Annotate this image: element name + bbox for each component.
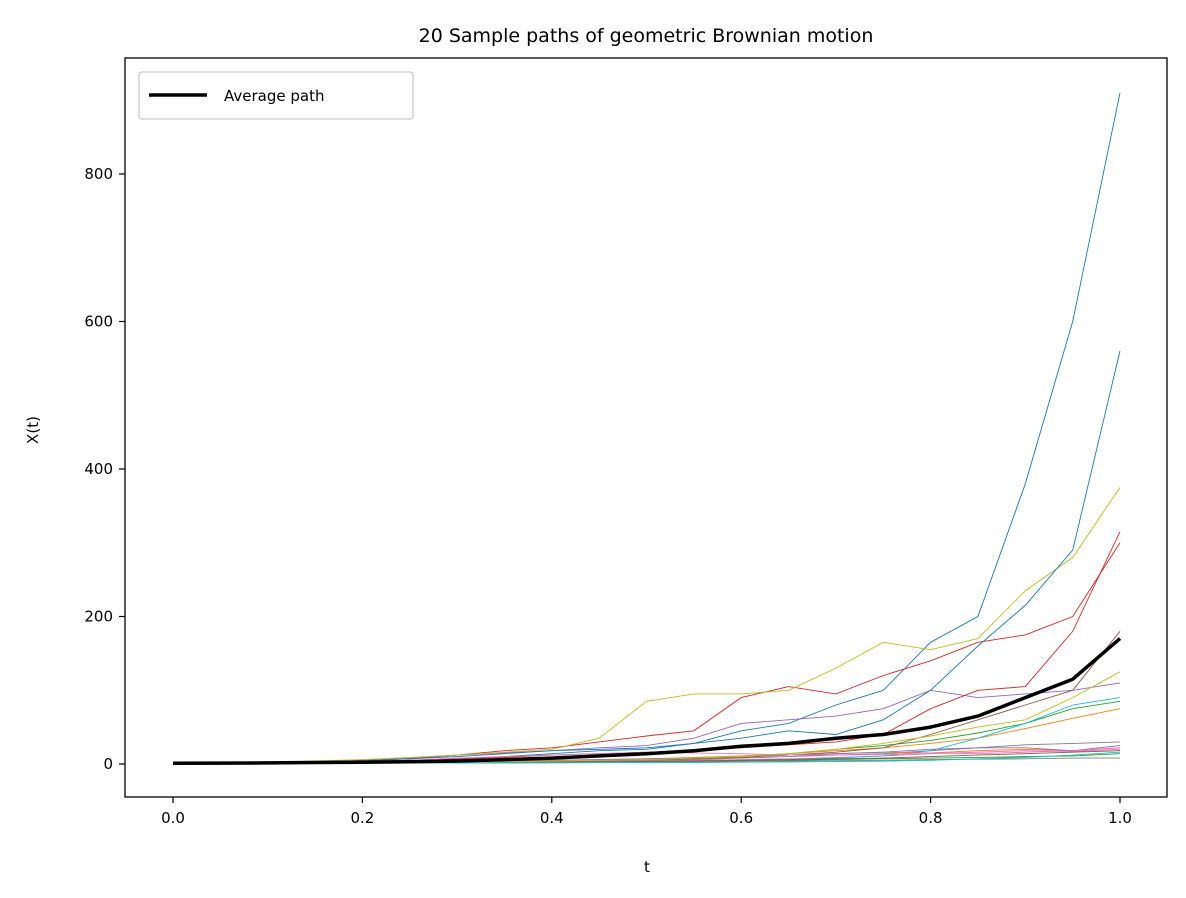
x-tick-label: 0.6	[729, 809, 753, 827]
x-tick-label: 0.8	[919, 809, 943, 827]
average-path-line	[172, 637, 1122, 766]
sample-path-1	[172, 92, 1121, 764]
y-axis-label: X(t)	[24, 416, 42, 444]
x-tick-label: 0.4	[540, 809, 564, 827]
y-tick-label: 600	[84, 313, 113, 331]
sample-path-14	[172, 531, 1121, 764]
sample-path-9	[172, 487, 1121, 764]
plot-frame	[124, 57, 1168, 798]
x-tick-label: 0.2	[350, 809, 374, 827]
y-tick-label: 400	[84, 460, 113, 478]
legend-label-average: Average path	[224, 87, 324, 105]
y-tick-label: 0	[103, 755, 113, 773]
x-tick-label: 0.0	[161, 809, 185, 827]
y-tick-label: 800	[84, 165, 113, 183]
sample-path-4	[172, 542, 1121, 764]
chart-title: 20 Sample paths of geometric Brownian mo…	[419, 25, 874, 47]
y-tick-label: 200	[84, 608, 113, 626]
x-axis-label: t	[644, 858, 650, 876]
sample-path-5	[172, 682, 1121, 764]
x-tick-label: 1.0	[1108, 809, 1132, 827]
legend: Average path	[138, 71, 414, 120]
